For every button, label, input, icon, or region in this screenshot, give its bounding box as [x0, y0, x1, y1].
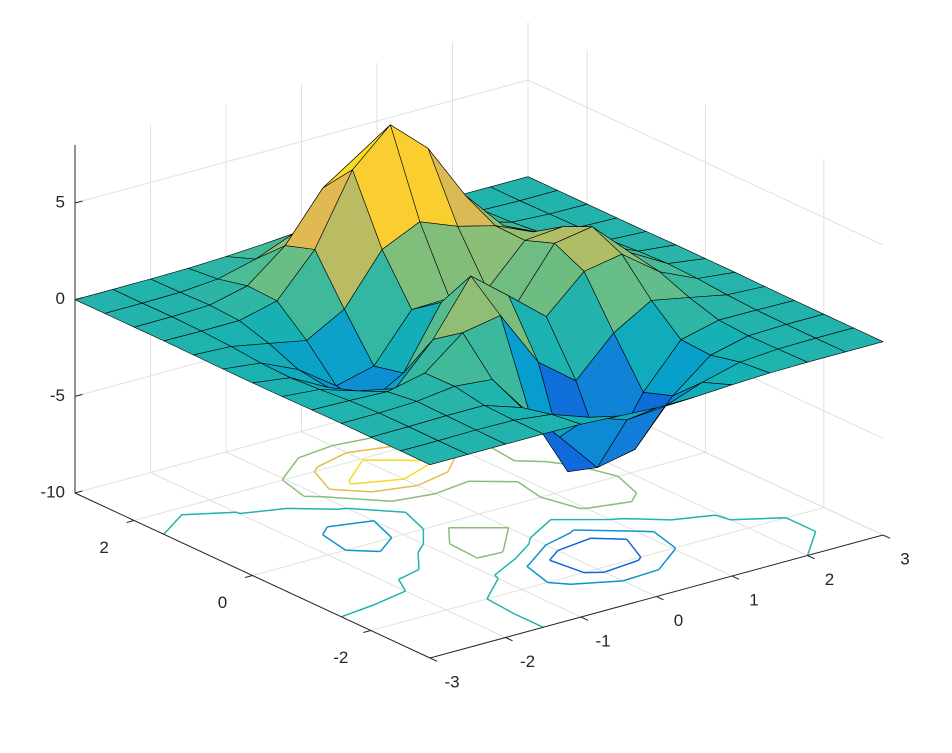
y-tick-label: 2 — [99, 538, 108, 557]
grid-line — [527, 79, 884, 246]
x-tick-label: -1 — [595, 631, 610, 650]
tick-mark — [882, 534, 891, 539]
tick-mark — [74, 297, 83, 301]
grid-line — [252, 452, 706, 576]
tick-mark — [429, 657, 438, 662]
y-tick-label: 0 — [218, 593, 227, 612]
contour-line — [163, 507, 817, 628]
tick-mark — [363, 630, 371, 633]
x-tick-label: 0 — [674, 611, 683, 630]
tick-mark — [580, 616, 589, 621]
z-tick-label: 0 — [56, 289, 65, 308]
contour-line — [322, 520, 676, 586]
tick-mark — [244, 575, 253, 578]
y-tick-label: -2 — [333, 648, 348, 667]
tick-mark — [731, 575, 740, 580]
tick-mark — [505, 637, 513, 642]
x-tick-label: -3 — [444, 672, 459, 691]
x-tick-label: 3 — [900, 549, 909, 568]
tick-mark — [74, 393, 83, 397]
surface-face — [400, 440, 469, 466]
contour-line — [281, 435, 638, 559]
contour-line — [549, 537, 642, 574]
tick-mark — [74, 200, 83, 204]
grid-line — [74, 79, 529, 204]
tick-mark — [807, 555, 815, 560]
x-tick-label: 2 — [825, 570, 834, 589]
tick-mark — [74, 490, 83, 494]
x-tick-label: 1 — [749, 590, 758, 609]
tick-mark — [126, 520, 135, 523]
z-tick-label: -5 — [50, 386, 65, 405]
z-tick-label: -10 — [40, 482, 65, 501]
z-tick-label: 5 — [56, 192, 65, 211]
tick-mark — [656, 596, 664, 601]
grid-line — [370, 507, 824, 631]
x-tick-label: -2 — [520, 652, 535, 671]
